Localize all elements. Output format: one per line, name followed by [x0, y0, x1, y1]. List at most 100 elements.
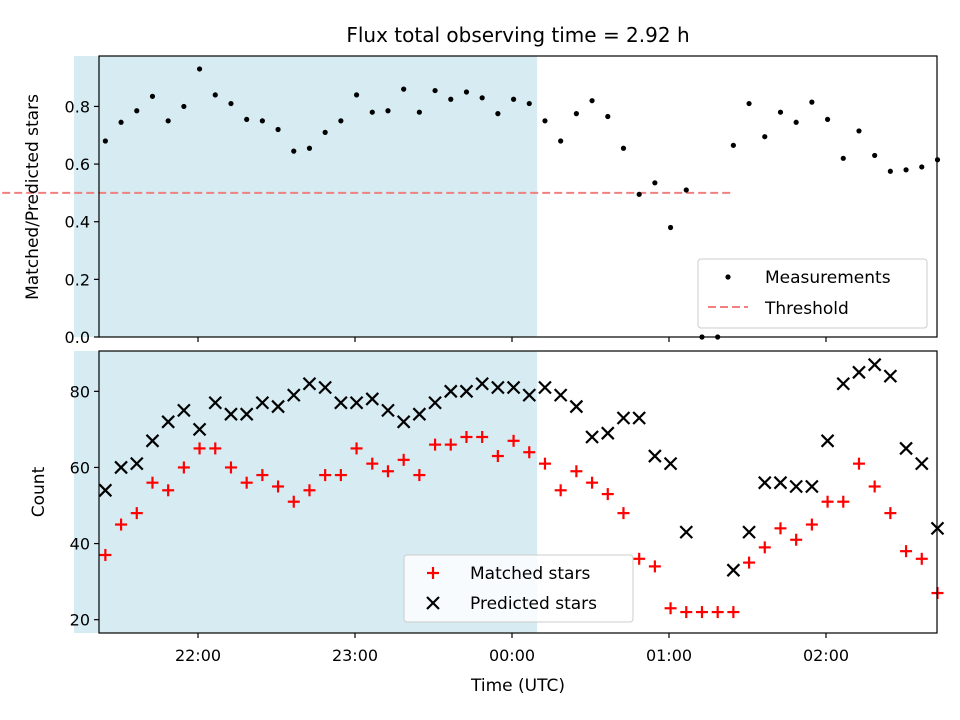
measurement-point [165, 118, 171, 124]
top-y-tick-label: 0.8 [65, 97, 90, 116]
measurement-point [291, 148, 297, 154]
predicted-star-point [349, 395, 364, 410]
matched-star-point [287, 495, 300, 508]
measurement-point [463, 89, 470, 95]
x-tick-label: 02:00 [803, 646, 849, 665]
measurement-point [432, 87, 438, 94]
matched-star-point [334, 469, 347, 482]
measurement-point [228, 100, 234, 107]
predicted-star-point [789, 479, 803, 494]
matched-star-point [837, 495, 850, 508]
matched-star-point [397, 453, 410, 466]
predicted-star-point [663, 456, 678, 471]
predicted-star-point [616, 411, 631, 425]
matched-star-point [821, 495, 834, 508]
measurement-point [338, 118, 344, 124]
matched-star-point [444, 438, 457, 451]
matched-star-point [460, 431, 473, 444]
measurement-point [746, 100, 752, 107]
matched-star-point [413, 469, 426, 482]
measurement-point [605, 113, 611, 120]
matched-star-point [758, 541, 771, 554]
legend-measurements-label: Measurements [765, 268, 891, 288]
top-y-tick-label: 0.2 [65, 270, 90, 289]
measurement-point [636, 191, 642, 197]
measurement-point [149, 93, 156, 99]
x-tick-label: 00:00 [489, 646, 535, 665]
matched-star-point [743, 556, 756, 569]
matched-star-point [366, 457, 379, 470]
predicted-star-point [805, 479, 819, 494]
bottom-y-tick-label: 40 [70, 535, 90, 554]
measurement-point [542, 118, 548, 124]
matched-star-point [319, 469, 332, 482]
predicted-star-point [459, 384, 474, 399]
bottom-panel: 20 40 60 80 22:00 23:00 00:00 01:00 02:00 Count… [29, 350, 945, 696]
top-axes-frame [98, 55, 938, 338]
matched-star-point [774, 522, 787, 535]
measurement-point [558, 138, 564, 144]
predicted-star-point [867, 357, 882, 372]
matched-star-point [868, 480, 881, 493]
matched-star-point [272, 480, 285, 493]
predicted-star-point [538, 380, 552, 395]
bottom-y-axis-label: Count [29, 466, 49, 517]
matched-star-point [523, 446, 536, 459]
matched-star-point [695, 606, 708, 619]
top-y-tick-label: 0.6 [65, 155, 90, 174]
predicted-star-point [428, 395, 442, 410]
predicted-star-point [365, 392, 380, 406]
matched-star-point [680, 606, 693, 619]
predicted-star-point [742, 525, 756, 539]
predicted-star-point [396, 415, 411, 429]
matched-star-point [884, 507, 897, 520]
measurement-point [856, 128, 862, 134]
matched-star-point [900, 545, 913, 558]
predicted-star-point [648, 449, 662, 463]
bottom-y-tick-label: 80 [70, 382, 90, 401]
measurement-point [448, 96, 454, 102]
matched-star-point [711, 606, 724, 619]
matched-star-point [350, 442, 363, 455]
predicted-star-point [208, 395, 223, 410]
measurement-point [919, 164, 925, 170]
legend-matched-label: Matched stars [470, 564, 590, 584]
measurement-point [495, 111, 501, 117]
matched-star-point [162, 484, 175, 497]
predicted-star-point [239, 407, 254, 421]
matched-star-point [852, 457, 865, 470]
matched-star-point [570, 465, 583, 478]
predicted-star-point [820, 434, 835, 448]
measurement-point [401, 86, 407, 92]
predicted-star-point [475, 376, 489, 391]
measurement-point [259, 118, 265, 124]
measurement-point [416, 109, 422, 115]
matched-star-point [915, 552, 928, 565]
measurement-point [212, 92, 218, 98]
predicted-star-point [98, 483, 113, 498]
x-tick-label: 23:00 [332, 646, 378, 665]
predicted-star-point [318, 380, 332, 395]
top-y-tick-label: 0.4 [65, 213, 90, 232]
matched-star-point [177, 461, 190, 474]
predicted-star-point [443, 384, 458, 399]
measurement-point [181, 103, 187, 110]
measurement-point [353, 92, 360, 98]
matched-star-point [633, 552, 646, 565]
matched-star-point [130, 507, 143, 520]
matched-star-point [554, 484, 567, 497]
bottom-y-tick-label: 60 [70, 458, 90, 477]
matched-star-point [115, 518, 128, 531]
matched-star-point [193, 442, 206, 455]
top-legend-box [697, 258, 928, 329]
matched-star-point [601, 488, 614, 501]
measurement-point [196, 66, 203, 72]
legend-threshold-label: Threshold [764, 299, 849, 319]
top-panel: 0.00.20.40.60.8 Matched/Predicted stars … [0, 55, 941, 347]
measurement-point [620, 145, 627, 151]
predicted-star-point [679, 525, 694, 539]
predicted-star-point [522, 388, 537, 402]
measurement-point [762, 134, 768, 140]
predicted-star-point [491, 380, 505, 395]
predicted-star-point [569, 399, 584, 414]
